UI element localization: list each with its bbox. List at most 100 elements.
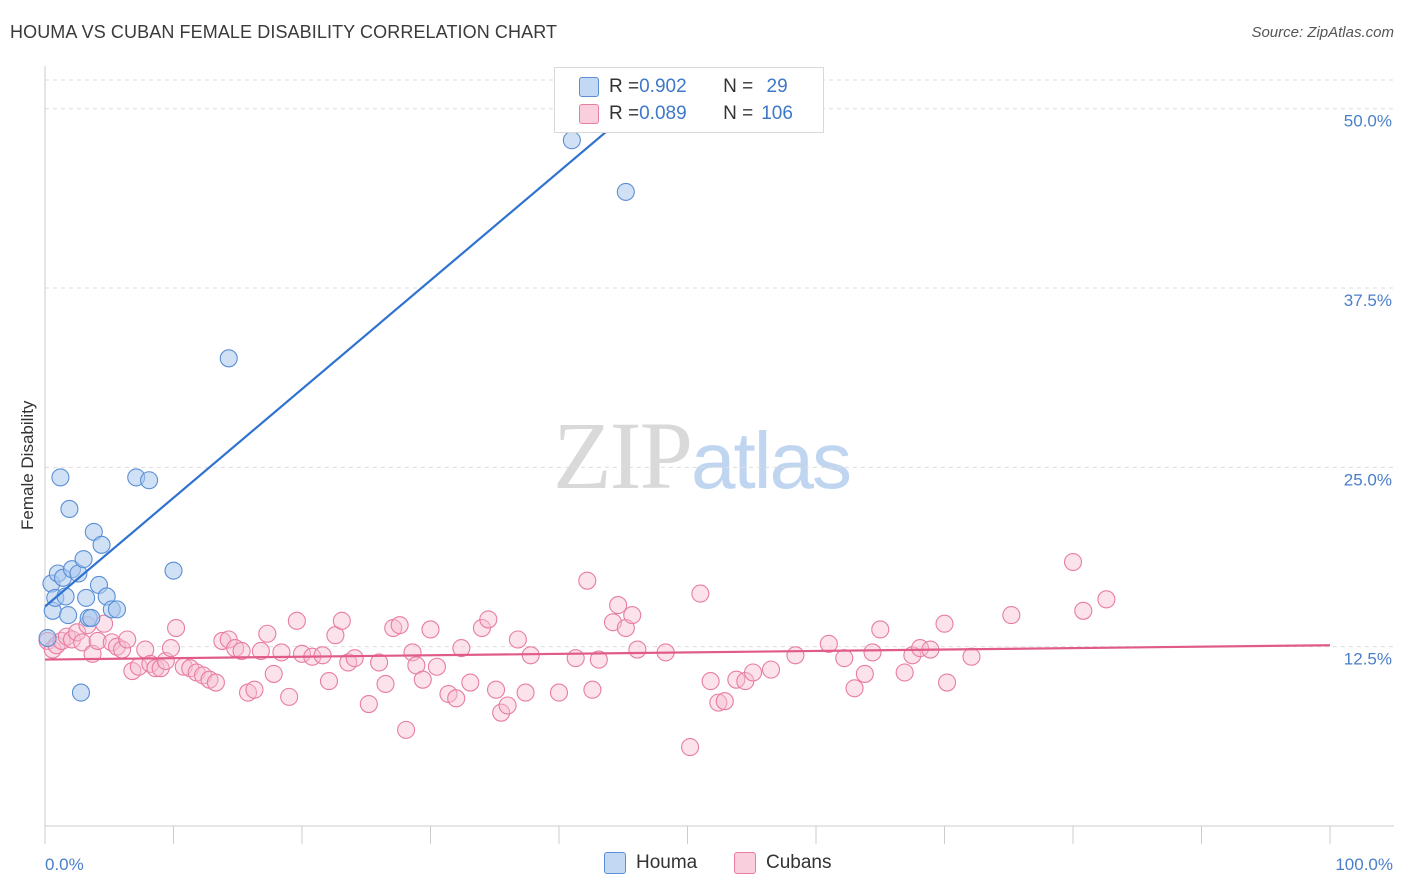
y-tick-label: 12.5% <box>1344 650 1392 669</box>
cubans-point <box>397 720 416 739</box>
cubans-point <box>413 670 432 689</box>
cubans-point <box>313 646 332 665</box>
y-axis-label: Female Disability <box>18 400 37 530</box>
houma-point <box>38 629 57 648</box>
chart-title: HOUMA VS CUBAN FEMALE DISABILITY CORRELA… <box>10 22 558 42</box>
cubans-point <box>280 687 299 706</box>
houma-point <box>140 471 159 490</box>
cubans-point <box>835 649 854 668</box>
watermark-zip: ZIP <box>553 402 693 509</box>
cubans-point <box>146 659 165 678</box>
cubans-point <box>332 611 351 630</box>
cubans-point <box>118 630 137 649</box>
houma-point <box>51 468 70 487</box>
houma-point <box>107 600 127 619</box>
cubans-point <box>390 616 409 635</box>
cubans-point <box>589 650 608 669</box>
x-tick-label-max: 100.0% <box>1335 855 1393 874</box>
houma-r-value: 0.902 <box>639 76 687 97</box>
cubans-point <box>486 680 506 699</box>
houma-point <box>71 683 91 702</box>
legend-row-houma: R = 0.902 N = 29 <box>579 75 788 99</box>
cubans-point <box>549 683 569 702</box>
legend-item-cubans[interactable]: Cubans <box>734 852 832 874</box>
cubans-swatch <box>579 104 599 124</box>
cubans-point <box>727 670 746 689</box>
houma-trend-line <box>44 116 624 608</box>
cubans-point <box>743 663 763 682</box>
houma-r-label: R = <box>609 76 640 97</box>
cubans-point <box>895 663 914 682</box>
cubans-point <box>715 692 734 711</box>
cubans-r-label: R = <box>609 103 640 124</box>
y-tick-label: 25.0% <box>1344 470 1392 489</box>
cubans-point <box>701 672 720 691</box>
trend-lines <box>44 116 1331 661</box>
cubans-point <box>88 631 107 650</box>
correlation-legend: R = 0.902 N = 29 R = 0.089 N = 106 <box>554 67 824 133</box>
houma-point <box>59 606 78 625</box>
cubans-point <box>1063 552 1083 572</box>
houma-point <box>74 550 93 569</box>
watermark: ZIPatlas <box>553 400 852 511</box>
cubans-point <box>863 643 882 662</box>
cubans-point <box>107 637 127 656</box>
houma-point <box>60 499 79 519</box>
cubans-point <box>508 630 527 649</box>
cubans-point <box>167 618 186 638</box>
legend-item-houma[interactable]: Houma <box>604 852 697 874</box>
axes <box>44 66 1394 844</box>
cubans-point <box>461 673 480 692</box>
cubans-point <box>566 649 585 668</box>
cubans-point <box>492 703 511 722</box>
cubans-point <box>628 640 647 659</box>
cubans-point <box>845 679 864 698</box>
cubans-point <box>206 673 225 692</box>
cubans-point <box>447 689 466 708</box>
cubans-point <box>962 647 981 666</box>
cubans-point <box>292 644 312 663</box>
cubans-point <box>578 571 597 590</box>
cubans-point <box>871 620 890 639</box>
cubans-point <box>479 610 498 629</box>
source-note: Source: ZipAtlas.com <box>1251 24 1394 41</box>
cubans-point <box>345 649 364 668</box>
houma-legend-swatch <box>604 852 626 874</box>
cubans-point <box>376 674 395 694</box>
cubans-trend-line <box>44 644 1331 661</box>
cubans-point <box>161 639 180 658</box>
cubans-point <box>623 606 642 625</box>
legend-row-cubans: R = 0.089 N = 106 <box>579 102 793 126</box>
cubans-point <box>819 634 838 653</box>
houma-n-value: 29 <box>761 76 788 97</box>
cubans-point <box>68 623 87 642</box>
cubans-point <box>245 680 264 699</box>
cubans-point <box>709 693 728 712</box>
cubans-point <box>452 639 471 658</box>
cubans-point <box>427 657 446 676</box>
houma-point <box>77 588 96 607</box>
cubans-point <box>761 660 781 679</box>
x-tick-label-min: 0.0% <box>45 855 84 874</box>
cubans-point <box>938 673 957 692</box>
cubans-point <box>359 695 378 714</box>
cubans-point <box>691 584 710 603</box>
cubans-n-label: N = <box>723 103 754 124</box>
y-tick-label: 37.5% <box>1344 291 1392 310</box>
cubans-point <box>583 680 602 699</box>
cubans-n-value: 106 <box>761 103 793 124</box>
cubans-point <box>855 664 874 683</box>
cubans-point <box>370 653 389 672</box>
cubans-point <box>1097 590 1116 609</box>
cubans-point <box>935 614 954 633</box>
cubans-point <box>264 664 283 683</box>
watermark-atlas: atlas <box>691 416 852 505</box>
houma-point <box>92 535 111 554</box>
cubans-point <box>73 633 92 652</box>
cubans-point <box>251 641 270 661</box>
gridlines <box>45 79 1394 648</box>
houma-swatch <box>579 77 599 97</box>
houma-n-label: N = <box>723 76 754 97</box>
y-tick-label: 50.0% <box>1344 112 1392 131</box>
